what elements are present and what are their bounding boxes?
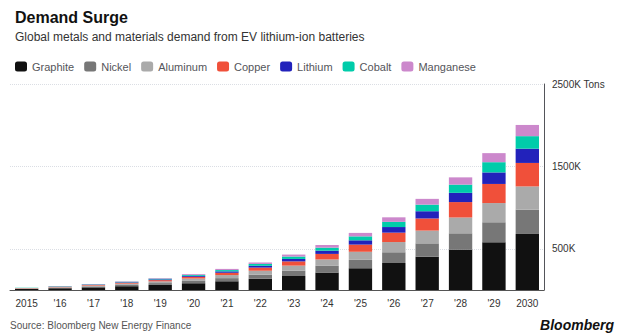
svg-text:500K: 500K	[552, 243, 576, 254]
svg-text:'16: '16	[54, 298, 67, 309]
svg-text:Source: Bloomberg New Energy F: Source: Bloomberg New Energy Finance	[10, 320, 192, 331]
svg-text:'26: '26	[387, 298, 400, 309]
svg-text:'23: '23	[287, 298, 300, 309]
svg-text:Cobalt: Cobalt	[360, 61, 392, 73]
svg-text:Lithium: Lithium	[297, 61, 332, 73]
svg-text:'24: '24	[321, 298, 334, 309]
svg-text:'28: '28	[454, 298, 467, 309]
svg-text:'21: '21	[220, 298, 233, 309]
svg-text:2030: 2030	[516, 298, 539, 309]
svg-text:'29: '29	[487, 298, 500, 309]
svg-text:'17: '17	[87, 298, 100, 309]
svg-text:'22: '22	[254, 298, 267, 309]
svg-text:Copper: Copper	[234, 61, 270, 73]
svg-text:2015: 2015	[16, 298, 39, 309]
svg-text:'18: '18	[120, 298, 133, 309]
svg-text:2500K Tons: 2500K Tons	[552, 79, 605, 90]
svg-text:'20: '20	[187, 298, 200, 309]
svg-text:'27: '27	[421, 298, 434, 309]
svg-text:Bloomberg: Bloomberg	[540, 317, 614, 333]
svg-text:Graphite: Graphite	[32, 61, 74, 73]
svg-text:Manganese: Manganese	[418, 61, 476, 73]
svg-text:'19: '19	[154, 298, 167, 309]
svg-text:'25: '25	[354, 298, 367, 309]
svg-text:Demand Surge: Demand Surge	[15, 9, 128, 26]
svg-text:Aluminum: Aluminum	[158, 61, 207, 73]
svg-text:Global metals and materials de: Global metals and materials demand from …	[15, 30, 365, 44]
svg-text:1500K: 1500K	[552, 161, 581, 172]
svg-text:Nickel: Nickel	[101, 61, 131, 73]
